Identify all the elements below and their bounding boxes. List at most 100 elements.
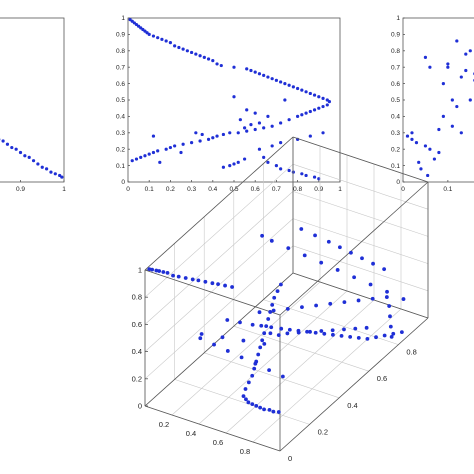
data-point [327,100,331,104]
data-point [342,327,346,332]
data-point [264,324,269,329]
data-point [405,134,410,138]
data-point [353,326,358,331]
data-point [274,78,278,82]
data-point [270,302,275,307]
data-point [250,322,255,327]
data-point [391,331,396,336]
data-point [164,39,168,43]
data-point [246,380,251,385]
y-tick-label: 0.7 [116,64,125,71]
x-tick-label: 0.4 [186,429,196,438]
grid-line [144,163,294,298]
data-point [267,368,271,372]
data-point [388,324,393,329]
grid-line [233,325,369,372]
data-point [249,68,253,73]
data-point [190,141,194,145]
data-point [300,172,304,176]
data-point [190,277,195,282]
data-point [176,274,181,279]
data-point [257,72,262,76]
y-tick-label: 0.9 [116,32,125,39]
data-point [257,147,262,151]
data-point [252,366,257,371]
data-point [230,285,234,289]
y-tick-label: 0.4 [116,114,125,121]
data-point [211,59,215,63]
data-point [382,267,387,272]
data-point [225,318,230,322]
data-point [283,98,287,102]
data-point [266,114,270,118]
data-point [296,114,300,118]
data-point [223,283,227,288]
data-point [300,113,304,117]
data-point [181,47,185,51]
data-point [270,124,274,128]
y-tick-label: 0.7 [391,64,400,71]
data-point [45,167,49,171]
data-point [262,155,266,159]
x-tick-label: 0.6 [251,186,260,193]
data-point [441,82,445,86]
data-point [198,54,202,58]
data-point [228,164,232,168]
cube-edge [144,136,294,271]
cube-edge [144,405,281,452]
y-tick-label: 0.2 [116,146,125,153]
data-point [356,335,361,340]
data-point [269,238,274,243]
y-tick-label: 0.2 [391,146,400,153]
data-point [279,141,283,145]
data-point [147,32,151,37]
data-point [399,330,404,334]
data-point [321,96,325,100]
data-point [308,134,312,138]
data-point [389,335,394,339]
data-point [446,62,450,66]
data-point [36,162,40,166]
data-point [151,150,156,155]
data-point [185,49,189,53]
data-point [314,303,318,308]
z-tick-label: 1 [138,266,142,275]
data-point [256,352,261,357]
data-point [219,63,223,68]
data-point [134,157,139,161]
data-point [423,144,428,148]
grid-line [204,352,340,399]
x-tick-label: 0.1 [145,186,154,193]
panel-left: 0.9 1 [0,17,66,193]
data-point [260,233,264,238]
data-point [161,270,166,274]
data-point [168,41,172,45]
data-point [267,407,272,412]
data-point [450,124,454,128]
y-tick-label: 0.5 [391,97,400,104]
data-point [276,333,281,338]
data-point [245,108,249,112]
data-point [385,289,389,294]
data-point [349,250,353,255]
data-point [335,268,340,272]
panel-3d: 0 0.2 0.4 0.6 0.8 1 0.2 0.4 0.6 0.8 0 0.2 0.4 0.6 0.8 [132,136,429,463]
data-point [244,397,248,402]
data-point [304,90,308,94]
data-point [262,331,267,336]
data-point [446,65,450,69]
data-point [423,55,428,59]
data-point [147,267,152,272]
data-point [262,73,266,77]
data-point [198,336,203,341]
data-point [410,137,414,141]
data-point [139,155,143,159]
z-tick-label: 0 [138,402,142,411]
data-point [468,49,472,53]
data-point [249,123,253,127]
data-point [342,300,347,305]
data-point [171,273,175,278]
data-point [275,289,280,294]
data-point [130,159,134,163]
data-point [40,165,44,169]
